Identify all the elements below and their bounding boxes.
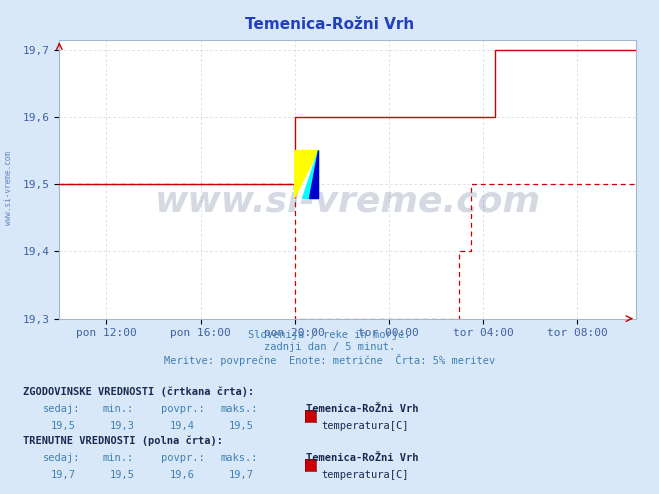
Text: zadnji dan / 5 minut.: zadnji dan / 5 minut. bbox=[264, 342, 395, 352]
Text: www.si-vreme.com: www.si-vreme.com bbox=[155, 184, 540, 218]
Text: www.si-vreme.com: www.si-vreme.com bbox=[4, 151, 13, 225]
Text: 19,5: 19,5 bbox=[51, 421, 76, 431]
Text: temperatura[C]: temperatura[C] bbox=[322, 470, 409, 480]
Text: 19,7: 19,7 bbox=[51, 470, 76, 480]
Text: Temenica-RoŽni Vrh: Temenica-RoŽni Vrh bbox=[306, 404, 419, 414]
Polygon shape bbox=[309, 151, 318, 198]
Text: Meritve: povprečne  Enote: metrične  Črta: 5% meritev: Meritve: povprečne Enote: metrične Črta:… bbox=[164, 354, 495, 366]
Text: min.:: min.: bbox=[102, 453, 133, 463]
Polygon shape bbox=[295, 151, 318, 198]
Text: 19,5: 19,5 bbox=[110, 470, 135, 480]
Text: 19,3: 19,3 bbox=[110, 421, 135, 431]
Text: povpr.:: povpr.: bbox=[161, 453, 205, 463]
Text: ZGODOVINSKE VREDNOSTI (črtkana črta):: ZGODOVINSKE VREDNOSTI (črtkana črta): bbox=[23, 386, 254, 397]
Text: Temenica-RoŽni Vrh: Temenica-RoŽni Vrh bbox=[306, 453, 419, 463]
Text: sedaj:: sedaj: bbox=[43, 453, 80, 463]
Text: maks.:: maks.: bbox=[221, 453, 258, 463]
Text: temperatura[C]: temperatura[C] bbox=[322, 421, 409, 431]
Text: 19,4: 19,4 bbox=[169, 421, 194, 431]
Text: 19,6: 19,6 bbox=[169, 470, 194, 480]
Text: Slovenija / reke in morje.: Slovenija / reke in morje. bbox=[248, 330, 411, 340]
Text: Temenica-Rožni Vrh: Temenica-Rožni Vrh bbox=[245, 17, 414, 32]
Text: min.:: min.: bbox=[102, 404, 133, 414]
Text: povpr.:: povpr.: bbox=[161, 404, 205, 414]
Polygon shape bbox=[302, 151, 318, 198]
Text: 19,7: 19,7 bbox=[229, 470, 254, 480]
Text: sedaj:: sedaj: bbox=[43, 404, 80, 414]
Text: TRENUTNE VREDNOSTI (polna črta):: TRENUTNE VREDNOSTI (polna črta): bbox=[23, 436, 223, 446]
Text: 19,5: 19,5 bbox=[229, 421, 254, 431]
Text: maks.:: maks.: bbox=[221, 404, 258, 414]
